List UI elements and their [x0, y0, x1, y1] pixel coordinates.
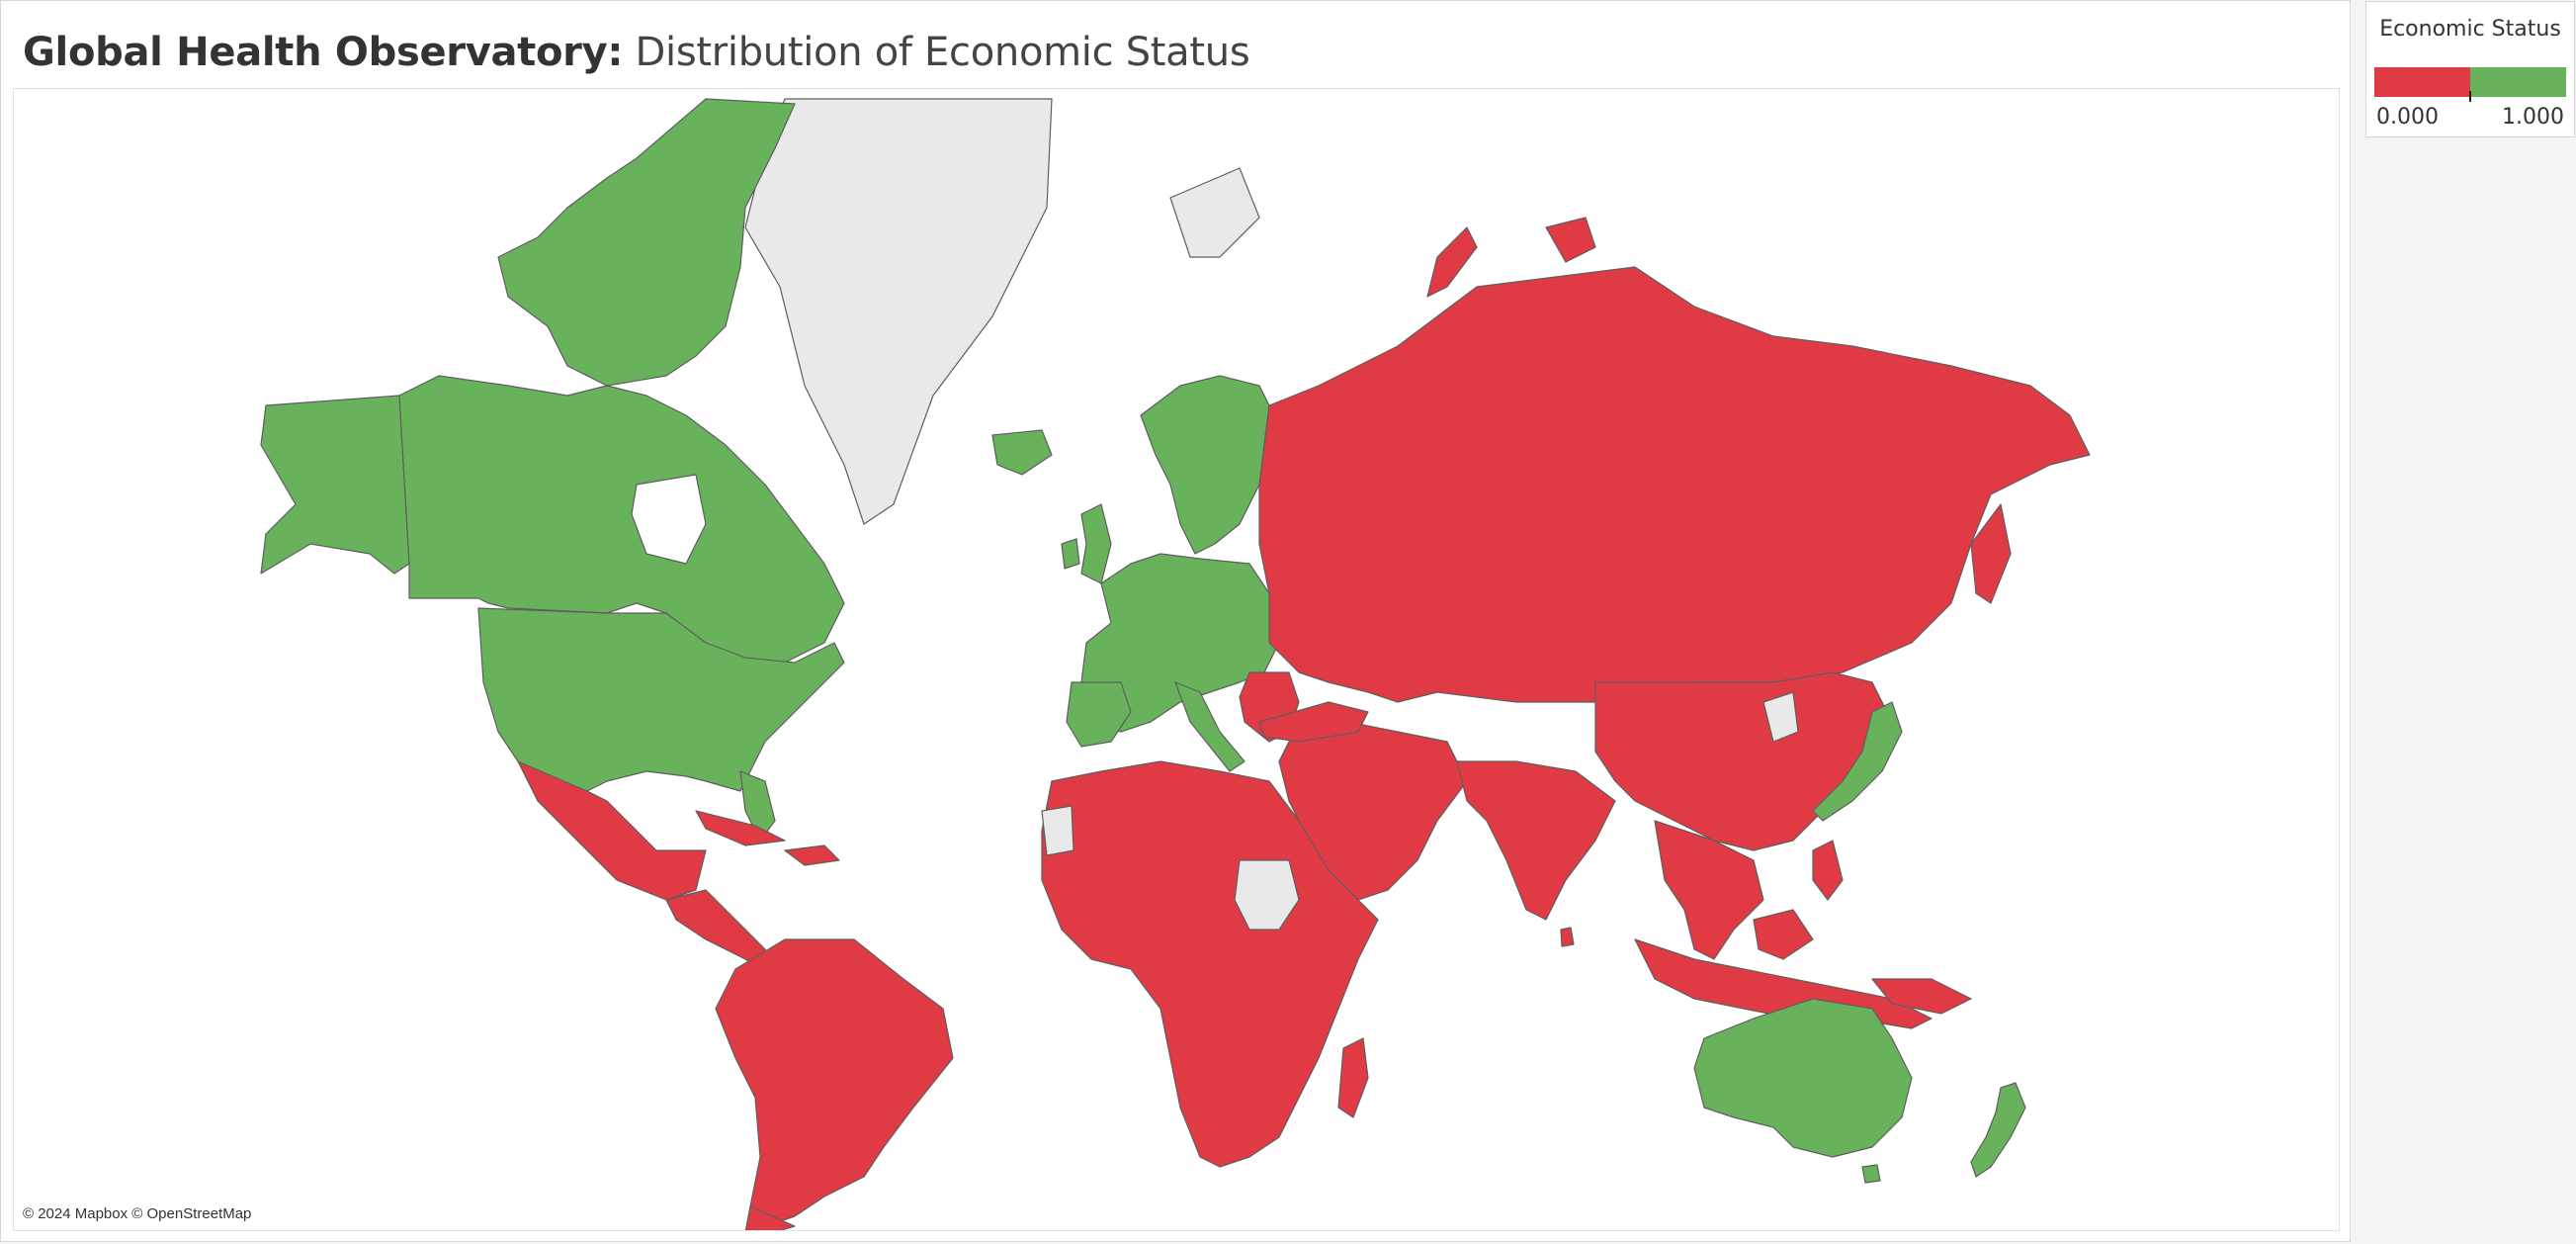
region-svalbard-gray[interactable] [1169, 167, 1260, 258]
region-western-sahara-gray[interactable] [1041, 805, 1074, 856]
legend-panel: Economic Status 0.000 1.000 [2365, 1, 2575, 137]
legend-ramp-low [2374, 67, 2470, 97]
map-attribution: © 2024 Mapbox © OpenStreetMap [23, 1205, 252, 1222]
region-south-sudan-gray[interactable] [1234, 859, 1300, 931]
region-tasmania[interactable] [1861, 1164, 1881, 1184]
region-arctic-islands[interactable] [1545, 217, 1596, 263]
region-canadian-arctic-islands[interactable] [497, 98, 796, 387]
title-regular: Distribution of Economic Status [635, 30, 1250, 75]
region-mexico[interactable] [517, 760, 707, 901]
region-china[interactable] [1594, 671, 1893, 851]
region-sri-lanka[interactable] [1560, 927, 1575, 947]
region-middle-east[interactable] [1278, 721, 1468, 901]
region-uk[interactable] [1080, 503, 1112, 584]
legend-min-label: 0.000 [2376, 105, 2439, 130]
region-greenland[interactable] [744, 98, 1053, 525]
region-australia[interactable] [1693, 998, 1913, 1158]
region-patagonia-tip[interactable] [744, 1205, 796, 1231]
legend-color-ramp[interactable] [2374, 67, 2566, 97]
legend-ramp-high [2470, 67, 2566, 97]
region-south-america[interactable] [715, 938, 954, 1227]
region-hudson-bay[interactable] [631, 474, 707, 565]
page-title: Global Health Observatory: Distribution … [23, 27, 1250, 78]
region-russia-central-asia[interactable] [1258, 266, 2091, 703]
region-western-europe[interactable] [1080, 553, 1280, 733]
legend-max-label: 1.000 [2502, 105, 2564, 130]
legend-title: Economic Status [2379, 17, 2561, 42]
region-south-asia[interactable] [1456, 760, 1616, 921]
region-madagascar[interactable] [1337, 1037, 1369, 1118]
region-italy[interactable] [1174, 681, 1245, 772]
world-map[interactable] [13, 88, 2340, 1231]
region-north-korea-gray[interactable] [1762, 691, 1799, 743]
region-south-east-asia[interactable] [1654, 820, 1764, 960]
region-borneo[interactable] [1753, 909, 1814, 960]
region-cuba[interactable] [695, 810, 786, 846]
region-iberia[interactable] [1066, 681, 1132, 748]
region-canada[interactable] [398, 375, 845, 664]
region-iceland[interactable] [991, 429, 1053, 476]
region-novaya-zemlya[interactable] [1426, 226, 1478, 298]
region-alaska[interactable] [260, 395, 410, 575]
region-florida[interactable] [739, 770, 776, 842]
region-scandinavia[interactable] [1140, 375, 1270, 555]
region-ireland[interactable] [1061, 538, 1080, 570]
dashboard: Global Health Observatory: Distribution … [0, 0, 2351, 1242]
region-philippines[interactable] [1812, 840, 1844, 901]
region-caribbean-east[interactable] [784, 844, 840, 866]
region-kamchatka[interactable] [1970, 503, 2012, 604]
region-africa[interactable] [1041, 760, 1379, 1168]
legend-marker [2469, 91, 2471, 102]
region-new-zealand[interactable] [1970, 1082, 2026, 1178]
region-new-guinea[interactable] [1871, 978, 1972, 1015]
region-turkey[interactable] [1258, 701, 1369, 743]
title-bold: Global Health Observatory: [23, 30, 624, 75]
map-canvas[interactable] [14, 89, 2340, 1231]
region-japan[interactable] [1812, 701, 1903, 822]
